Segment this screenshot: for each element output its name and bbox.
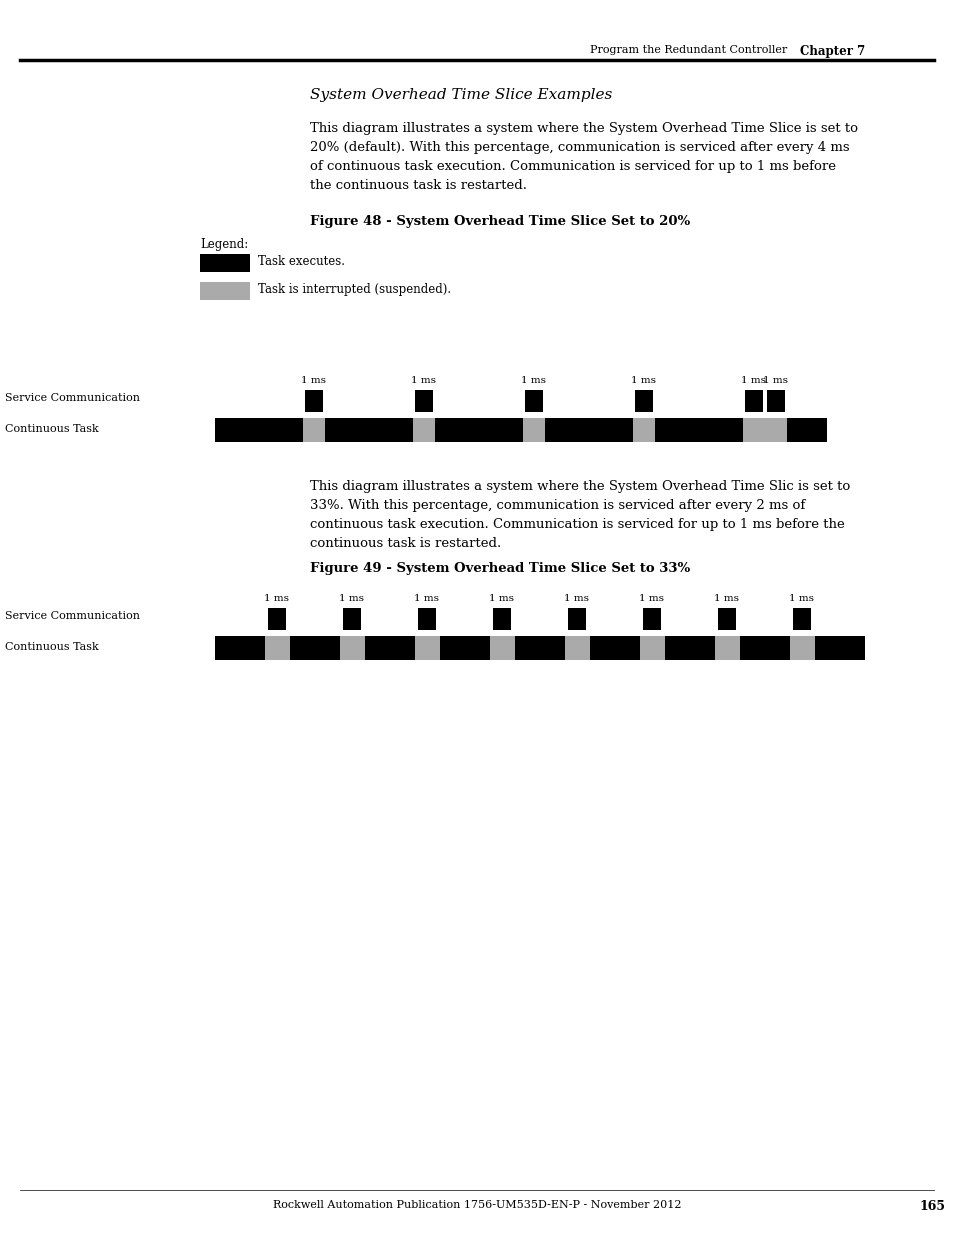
Text: 4 ms: 4 ms [466,433,491,443]
Bar [639,636,664,659]
Text: 4 ms: 4 ms [576,433,601,443]
Text: Task is interrupted (suspended).: Task is interrupted (suspended). [257,283,451,296]
Text: 2 ms: 2 ms [602,652,627,661]
Bar [589,636,639,659]
Text: 1 ms: 1 ms [714,594,739,603]
Text: Chapter 7: Chapter 7 [800,44,864,58]
Bar [439,636,490,659]
Text: 2 ms: 2 ms [452,652,477,661]
Bar [417,608,436,630]
Text: This diagram illustrates a system where the System Overhead Time Slice is set to: This diagram illustrates a system where … [310,122,857,135]
Bar [742,417,764,442]
Text: 1 ms: 1 ms [489,594,514,603]
Bar [343,608,360,630]
Text: Service Communication: Service Communication [5,611,140,621]
Text: Rockwell Automation Publication 1756-UM535D-EN-P - November 2012: Rockwell Automation Publication 1756-UM5… [273,1200,680,1210]
Bar [740,636,789,659]
Text: 1 ms: 1 ms [414,594,439,603]
Text: 2 ms: 2 ms [826,652,852,661]
Bar [522,417,544,442]
Bar [524,390,542,412]
Bar [214,417,303,442]
Text: 1 ms: 1 ms [339,594,364,603]
Text: of continuous task execution. Communication is serviced for up to 1 ms before: of continuous task execution. Communicat… [310,161,835,173]
Bar [744,390,762,412]
Text: 1 ms: 1 ms [411,375,436,385]
Text: Continuous Task: Continuous Task [5,642,99,652]
Text: continuous task execution. Communication is serviced for up to 1 ms before the: continuous task execution. Communication… [310,517,843,531]
Bar [714,636,740,659]
Text: Figure 48 - System Overhead Time Slice Set to 20%: Figure 48 - System Overhead Time Slice S… [310,215,690,228]
Bar [305,390,323,412]
Text: Legend:: Legend: [200,238,248,251]
Text: 1 ms: 1 ms [740,375,765,385]
Bar [365,636,415,659]
Text: Continuous Task: Continuous Task [5,424,99,433]
Bar [766,390,784,412]
Bar [303,417,325,442]
Bar [792,608,810,630]
Text: System Overhead Time Slice Examples: System Overhead Time Slice Examples [310,88,612,103]
Text: 1 ms: 1 ms [631,375,656,385]
Bar [435,417,522,442]
Bar [718,608,735,630]
Bar [814,636,864,659]
Text: the continuous task is restarted.: the continuous task is restarted. [310,179,526,191]
Bar [789,636,814,659]
Bar [268,608,286,630]
Bar [290,636,339,659]
Bar [515,636,564,659]
Bar [764,417,786,442]
Text: 1 ms: 1 ms [762,375,788,385]
Text: 1 ms: 1 ms [789,594,814,603]
Text: 1 ms: 1 ms [564,594,589,603]
Bar [664,636,714,659]
Text: Task executes.: Task executes. [257,254,345,268]
Text: 2 ms: 2 ms [752,652,777,661]
Text: Program the Redundant Controller: Program the Redundant Controller [589,44,786,56]
Text: 33%. With this percentage, communication is serviced after every 2 ms of: 33%. With this percentage, communication… [310,499,804,513]
Bar [493,608,511,630]
Bar [786,417,826,442]
Bar [564,636,589,659]
Text: This diagram illustrates a system where the System Overhead Time Slic is set to: This diagram illustrates a system where … [310,480,849,493]
Text: Service Communication: Service Communication [5,393,140,403]
Text: 4 ms: 4 ms [356,433,381,443]
Text: 1 ms: 1 ms [639,594,664,603]
Text: 1 ms: 1 ms [521,375,546,385]
Bar [642,608,660,630]
Bar [325,417,413,442]
Text: continuous task is restarted.: continuous task is restarted. [310,537,500,550]
Bar [265,636,290,659]
Bar [655,417,742,442]
Bar [544,417,633,442]
Text: 2 ms: 2 ms [227,652,253,661]
Text: 4 ms: 4 ms [246,433,272,443]
Bar [490,636,515,659]
Bar [635,390,652,412]
Bar [415,636,439,659]
Bar [200,282,250,300]
Text: 1 ms: 1 ms [301,375,326,385]
Text: 1 ms: 1 ms [264,594,289,603]
Text: 165: 165 [919,1200,945,1213]
Bar [567,608,585,630]
Text: 4 ms: 4 ms [686,433,711,443]
Bar [339,636,365,659]
Text: 2 ms: 2 ms [527,652,552,661]
Bar [633,417,655,442]
Bar [214,636,265,659]
Text: 2 ms: 2 ms [677,652,701,661]
Bar [413,417,435,442]
Text: Figure 49 - System Overhead Time Slice Set to 33%: Figure 49 - System Overhead Time Slice S… [310,562,690,576]
Text: 2 ms: 2 ms [302,652,327,661]
Text: 2 ms: 2 ms [377,652,402,661]
Text: 20% (default). With this percentage, communication is serviced after every 4 ms: 20% (default). With this percentage, com… [310,141,849,154]
Bar [415,390,433,412]
Bar [200,254,250,272]
